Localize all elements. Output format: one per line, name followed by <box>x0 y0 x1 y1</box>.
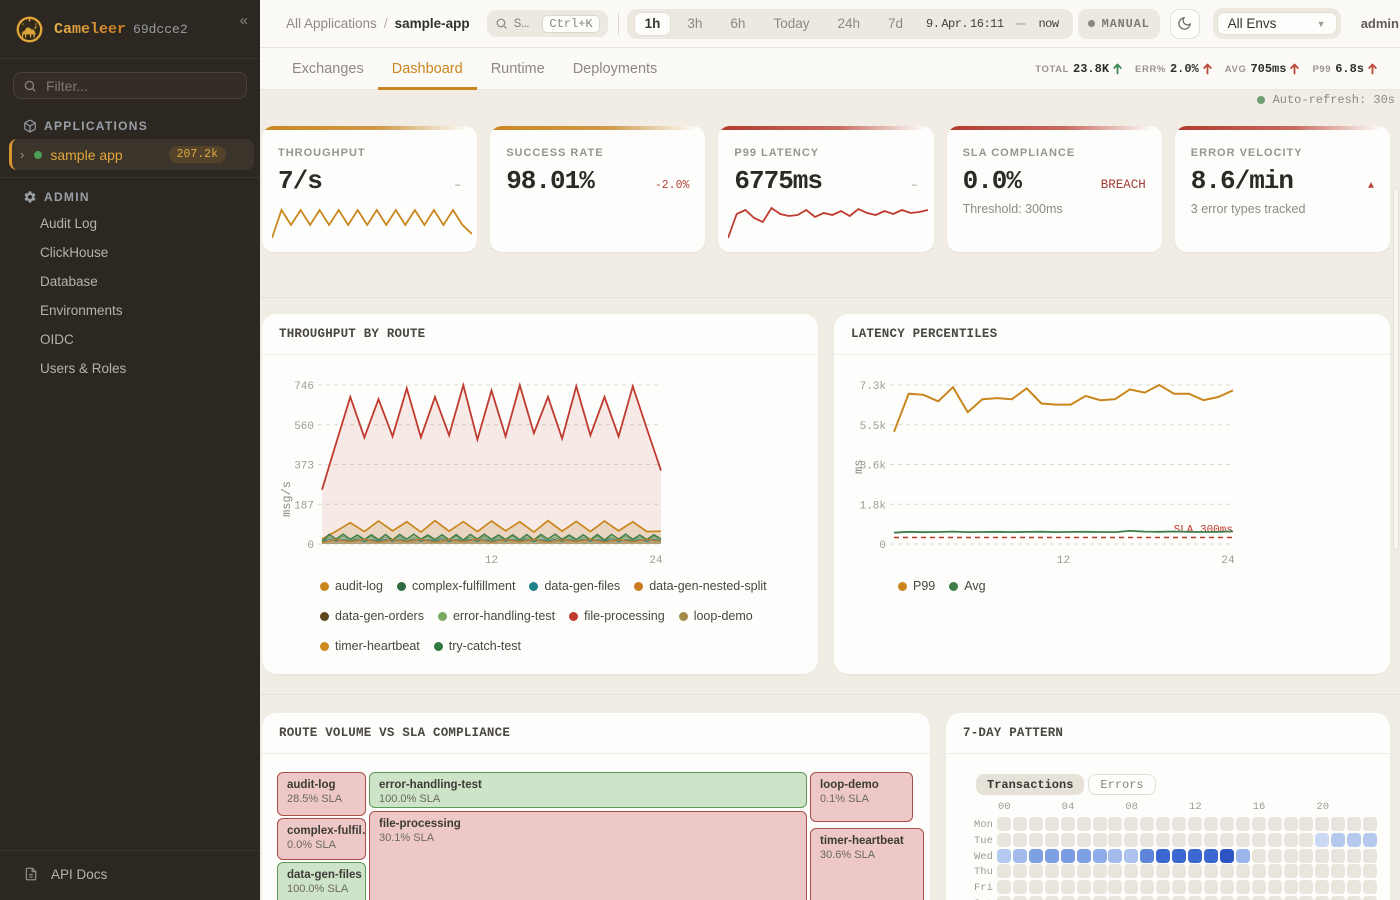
svg-text:373: 373 <box>294 461 314 473</box>
svg-text:0: 0 <box>307 540 314 552</box>
svg-text:msg/s: msg/s <box>280 481 294 517</box>
svg-text:5.5k: 5.5k <box>860 421 887 433</box>
svg-text:12: 12 <box>485 555 498 567</box>
svg-text:ms: ms <box>852 460 866 474</box>
svg-text:12: 12 <box>1057 555 1070 567</box>
svg-text:746: 746 <box>294 381 314 393</box>
svg-text:3.6k: 3.6k <box>860 461 887 473</box>
svg-text:SLA 300ms: SLA 300ms <box>1174 524 1233 536</box>
svg-text:24: 24 <box>649 555 663 567</box>
svg-text:1.8k: 1.8k <box>860 500 887 512</box>
svg-text:187: 187 <box>294 500 314 512</box>
svg-text:24: 24 <box>1221 555 1235 567</box>
svg-text:7.3k: 7.3k <box>860 381 887 393</box>
svg-text:560: 560 <box>294 421 314 433</box>
svg-text:0: 0 <box>879 540 886 552</box>
